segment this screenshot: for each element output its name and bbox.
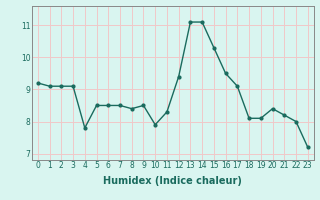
- X-axis label: Humidex (Indice chaleur): Humidex (Indice chaleur): [103, 176, 242, 186]
